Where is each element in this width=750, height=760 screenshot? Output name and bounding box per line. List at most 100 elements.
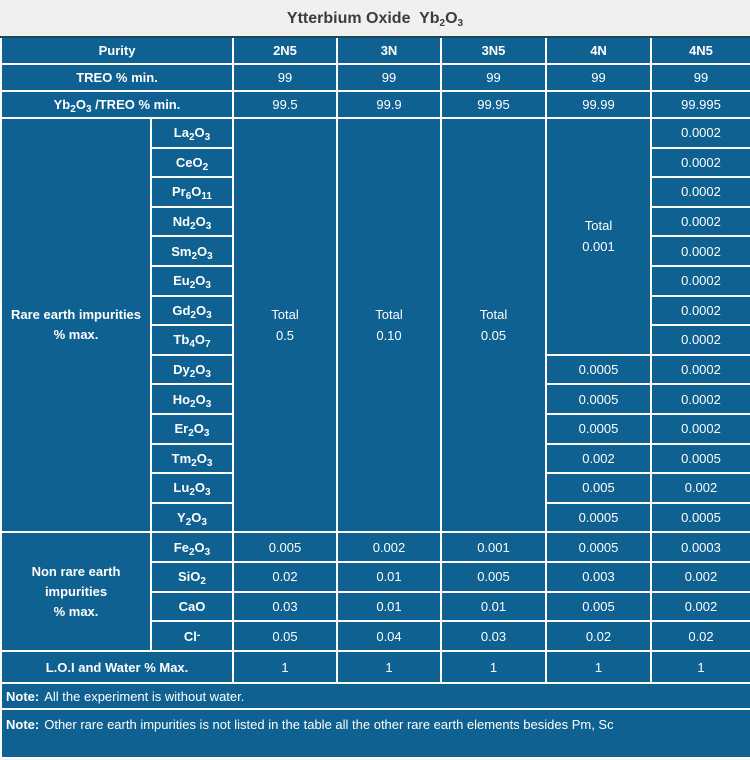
value-cell: 0.005: [545, 590, 652, 623]
total-cell-4n: Total 0.001: [545, 117, 652, 356]
value-cell: 99: [650, 63, 750, 92]
value-cell: 0.002: [336, 531, 442, 563]
purity-header-cell: Purity: [0, 38, 234, 65]
formula-cell: Nd2O3: [150, 205, 234, 238]
value-cell: 0.01: [336, 561, 442, 593]
total-value: 0.5: [275, 328, 295, 344]
value-cell: 1: [336, 650, 442, 685]
value-cell: 0.0002: [650, 176, 750, 208]
value-cell: 0.0002: [650, 412, 750, 445]
value-cell: 0.0002: [650, 235, 750, 267]
grade-header-2n5: 2N5: [232, 38, 338, 65]
loi-label-cell: L.O.I and Water % Max.: [0, 650, 234, 685]
grade-header-4n5: 4N5: [650, 38, 750, 65]
rare-earth-row: Tm2O3 0.002 0.0005: [1, 442, 750, 475]
value-cell: 0.03: [232, 590, 338, 623]
grade-header-4n: 4N: [545, 38, 652, 65]
grade-header-3n: 3N: [336, 38, 442, 65]
formula-cell: Ho2O3: [150, 383, 234, 415]
total-word: Total: [479, 307, 508, 323]
value-cell: 0.0005: [545, 353, 652, 386]
value-cell: 99.5: [232, 90, 338, 119]
note-row: Note: All the experiment is without water…: [0, 682, 750, 711]
section-label-line2: % max.: [53, 603, 99, 619]
formula-cell: SiO2: [150, 561, 234, 593]
ybo-treo-label-cell: Yb2O3 /TREO % min.: [0, 90, 234, 119]
total-cell-3n5: Total 0.05: [440, 116, 547, 534]
rare-earth-row: Rare earth impurities % max. La2O3 Total…: [0, 116, 750, 534]
rare-earth-section-label: Rare earth impurities % max.: [0, 116, 152, 534]
formula-cell: La2O3: [150, 117, 234, 149]
value-cell: 0.0002: [650, 205, 750, 238]
loi-row: L.O.I and Water % Max. 1 1 1 1 1: [0, 650, 750, 685]
section-label-line1: Rare earth impurities: [10, 307, 142, 323]
value-cell: 0.0005: [545, 531, 652, 563]
value-cell: 0.002: [650, 590, 750, 623]
value-cell: 99: [440, 63, 547, 92]
value-cell: 0.0002: [650, 324, 750, 356]
rare-earth-row: Pr6O11 0.0002: [1, 176, 750, 208]
rare-earth-row: Eu2O3 0.0002: [1, 264, 750, 297]
formula-cell: Sm2O3: [150, 235, 234, 267]
value-cell: 1: [545, 650, 652, 685]
section-label-line2: % max.: [53, 327, 99, 343]
value-cell: 0.005: [440, 561, 547, 593]
note-cell: Note: Other rare earth impurities is not …: [0, 708, 750, 760]
spec-table: Purity 2N5 3N 3N5 4N 4N5 TREO % min. 99 …: [0, 38, 750, 760]
value-cell: 0.0002: [650, 383, 750, 415]
formula-cell: Lu2O3: [150, 472, 234, 504]
value-cell: 0.02: [650, 620, 750, 653]
table-top-divider: [0, 36, 750, 38]
table-header-row: Purity 2N5 3N 3N5 4N 4N5: [0, 38, 750, 65]
non-rare-earth-row: Cl- 0.05 0.04 0.03 0.02 0.02: [1, 620, 750, 653]
formula-cell: CeO2: [150, 146, 234, 179]
value-cell: 0.0002: [650, 264, 750, 297]
formula-cell: Cl-: [150, 620, 234, 653]
note-prefix: Note:: [6, 717, 40, 733]
value-cell: 99: [545, 63, 652, 92]
value-cell: 0.0005: [545, 412, 652, 445]
formula-cell: Pr6O11: [150, 176, 234, 208]
total-value: 0.001: [582, 239, 615, 255]
value-cell: 0.01: [440, 590, 547, 623]
formula-cell: Y2O3: [150, 501, 234, 534]
value-cell: 99.9: [336, 90, 442, 119]
value-cell: 1: [232, 650, 338, 685]
value-cell: 0.04: [336, 620, 442, 653]
formula-cell: Er2O3: [150, 412, 234, 445]
note-prefix: Note:: [6, 688, 40, 704]
value-cell: 0.0003: [650, 531, 750, 563]
value-cell: 0.02: [232, 561, 338, 593]
value-cell: 0.002: [650, 561, 750, 593]
total-word: Total: [584, 218, 613, 234]
rare-earth-row: Tb4O7 0.0002: [1, 324, 750, 356]
rare-earth-row: Er2O3 0.0005 0.0002: [1, 412, 750, 445]
rare-earth-row: Dy2O3 0.0005 0.0002: [1, 353, 750, 386]
value-cell: 0.05: [232, 620, 338, 653]
rare-earth-row: Y2O3 0.0005 0.0005: [1, 501, 750, 534]
value-cell: 99.99: [545, 90, 652, 119]
value-cell: 0.01: [336, 590, 442, 623]
formula-cell: Tb4O7: [150, 324, 234, 356]
grade-header-3n5: 3N5: [440, 38, 547, 65]
value-cell: 0.002: [545, 442, 652, 475]
formula-cell: Dy2O3: [150, 353, 234, 386]
rare-earth-row: Gd2O3 0.0002: [1, 294, 750, 327]
value-cell: 99.95: [440, 90, 547, 119]
non-rare-earth-row: SiO2 0.02 0.01 0.005 0.003 0.002: [1, 561, 750, 593]
rare-earth-row: CeO2 0.0002: [1, 146, 750, 179]
value-cell: 0.03: [440, 620, 547, 653]
value-cell: 99: [336, 63, 442, 92]
total-word: Total: [375, 307, 403, 323]
total-word: Total: [271, 307, 299, 323]
treo-row: TREO % min. 99 99 99 99 99: [0, 63, 750, 92]
value-cell: 0.0002: [650, 353, 750, 386]
formula-cell: CaO: [150, 590, 234, 623]
value-cell: 1: [440, 650, 547, 685]
note-text: Other rare earth impurities is not liste…: [44, 717, 614, 733]
total-value: 0.10: [376, 328, 402, 344]
value-cell: 0.0002: [650, 146, 750, 179]
value-cell: 0.005: [545, 472, 652, 504]
section-label-line1: Non rare earth impurities: [31, 563, 121, 599]
value-cell: 0.003: [545, 561, 652, 593]
